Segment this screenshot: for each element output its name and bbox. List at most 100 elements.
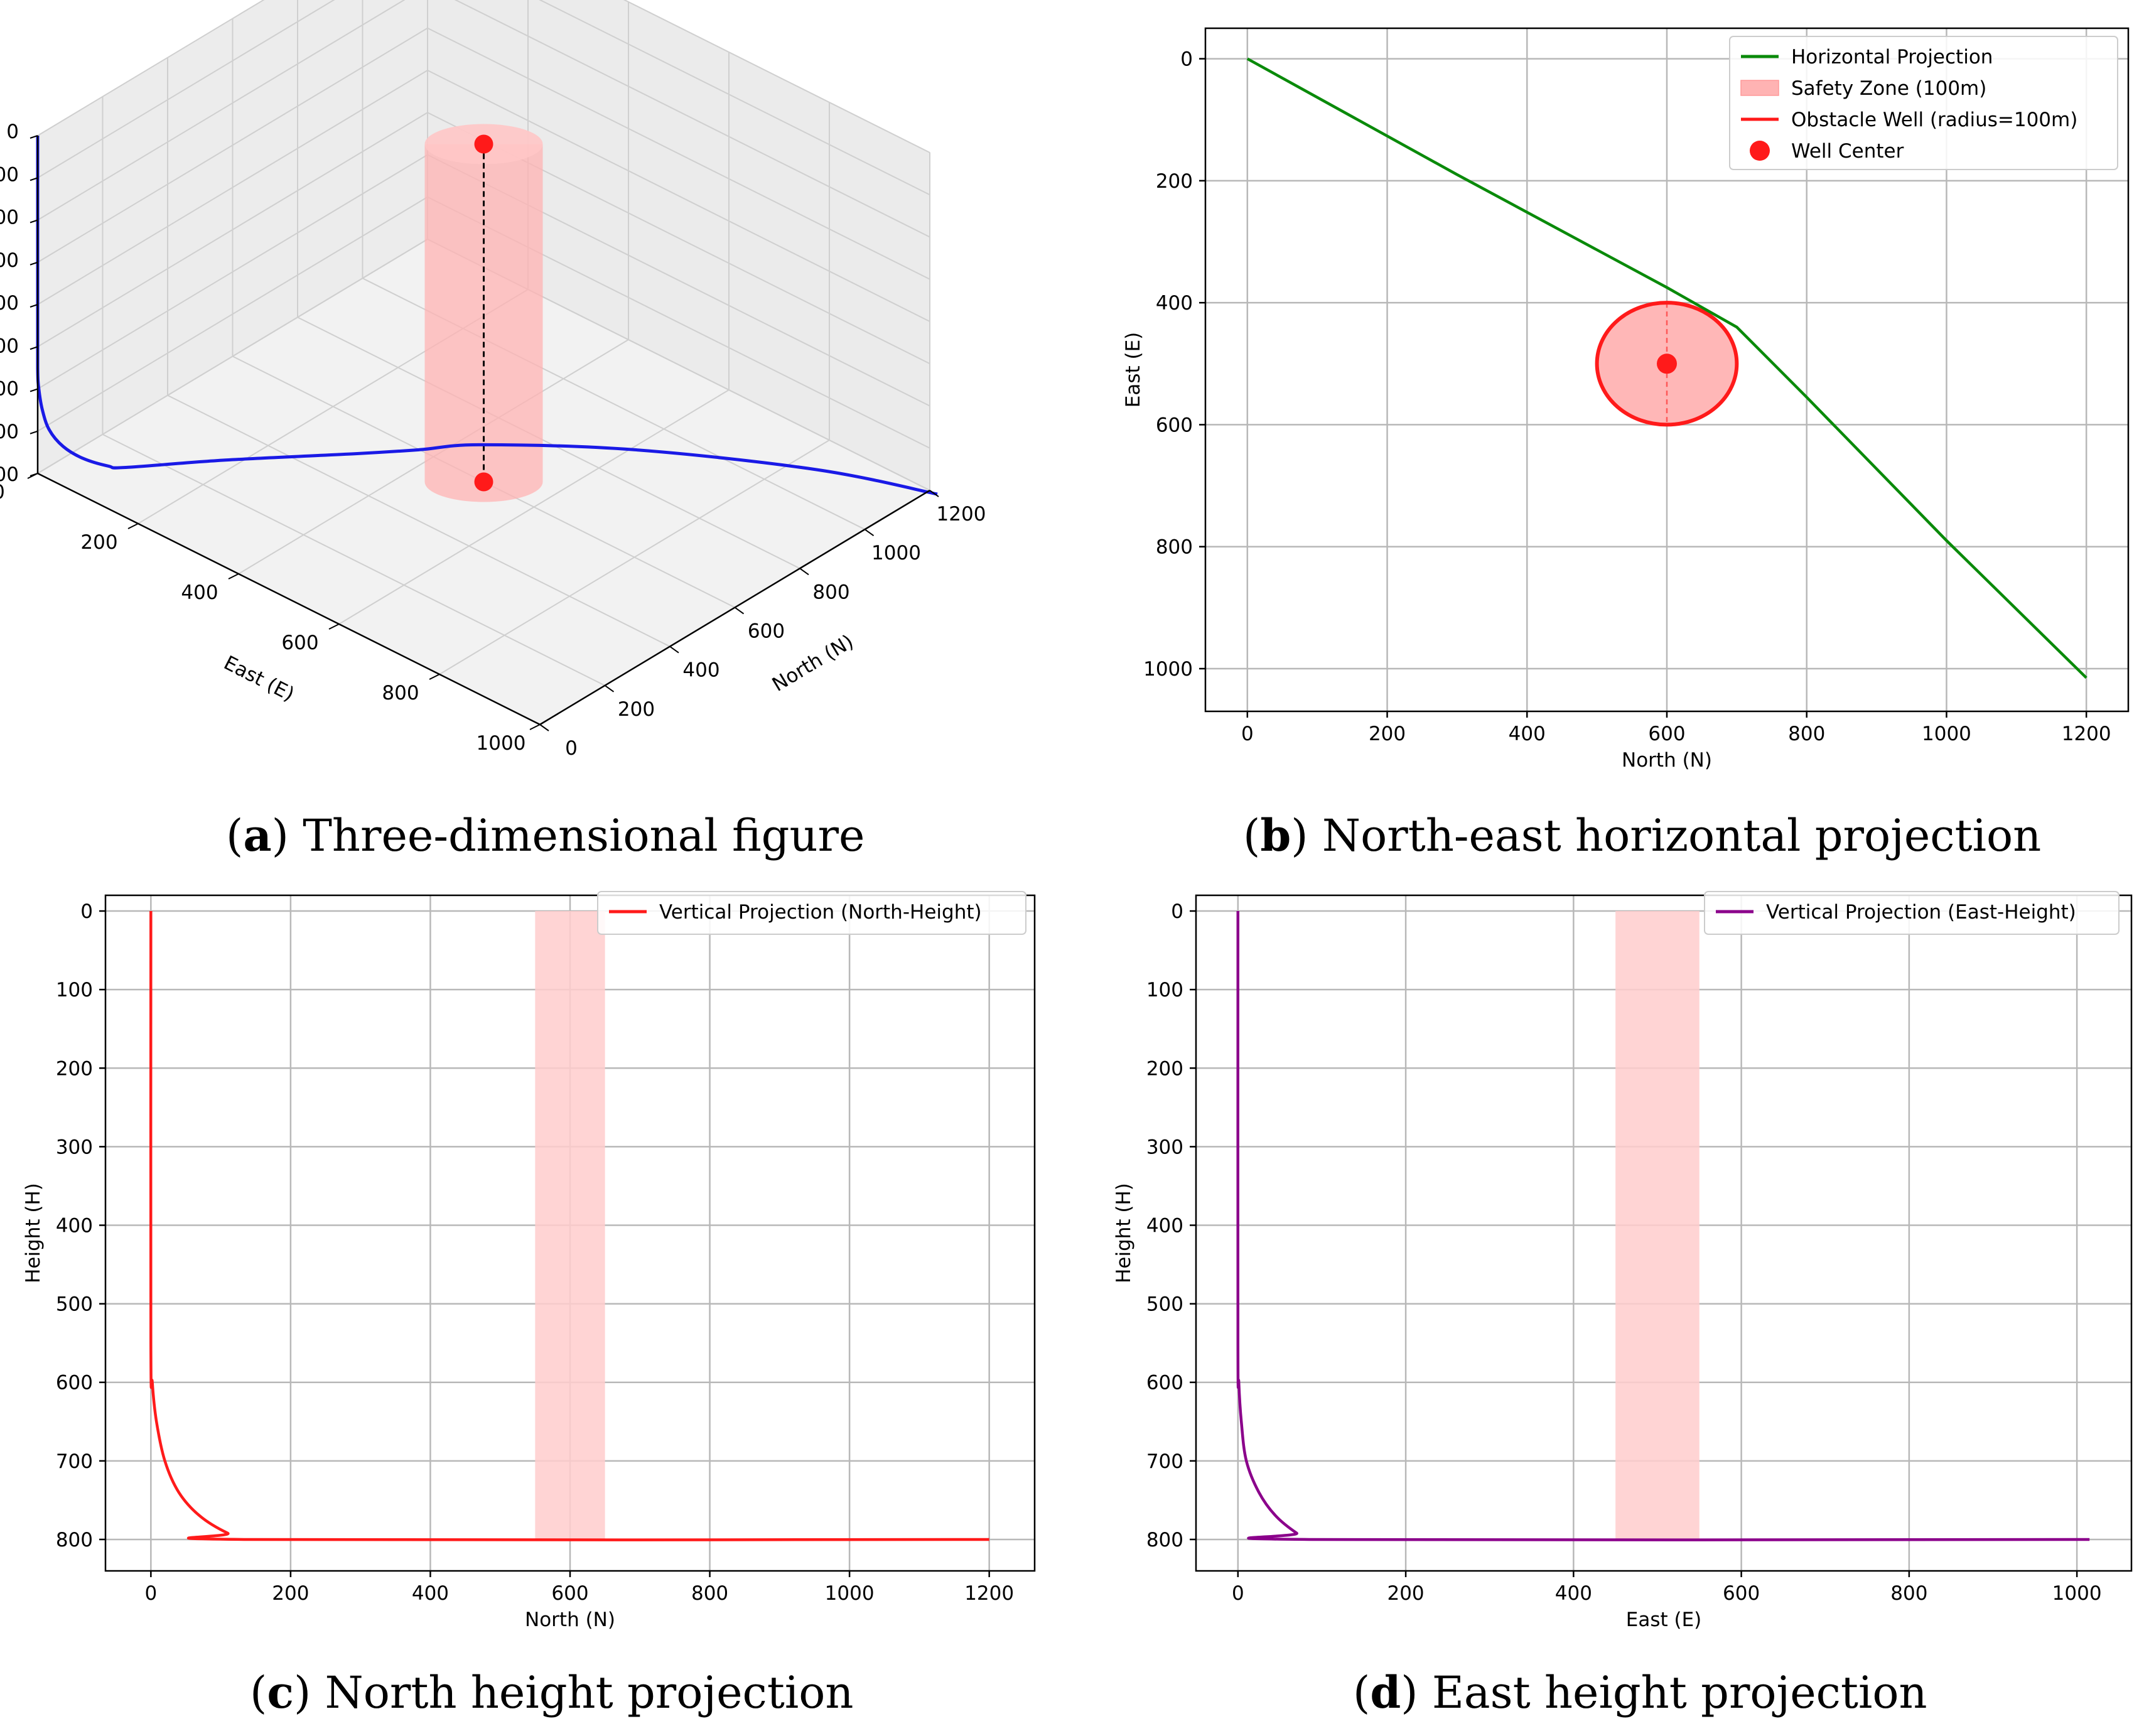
x-tick-label: 600	[551, 1582, 588, 1605]
east-tick-mark	[529, 724, 541, 730]
x-tick-label: 800	[1890, 1582, 1927, 1605]
x-tick-label: 1000	[1922, 723, 1971, 745]
north-tick-label: 600	[748, 620, 785, 643]
y-tick-label: 300	[1146, 1136, 1183, 1158]
y-axis-label: Height (H)	[1112, 1183, 1135, 1283]
y-tick-label: 400	[1156, 292, 1193, 315]
y-axis-label: Height (H)	[22, 1183, 45, 1283]
legend-label: Vertical Projection (East-Height)	[1766, 901, 2076, 924]
plot-frame	[1195, 894, 2133, 1572]
height-tick-mark	[30, 388, 38, 392]
y-tick-label: 800	[1146, 1529, 1183, 1551]
panel-d-east-height-chart: 0 200 400 600 800 1000 0 100 200 300 400 500 600 700 8…	[1112, 891, 2133, 1631]
y-tick-label: 800	[1156, 536, 1193, 559]
legend-box	[1729, 36, 2118, 170]
legend-label: Obstacle Well (radius=100m)	[1791, 109, 2077, 131]
legend-label: Safety Zone (100m)	[1791, 77, 1986, 100]
y-tick-label: 200	[56, 1057, 93, 1080]
east-axis-label: East (E)	[220, 652, 298, 706]
wall-grid-line	[427, 70, 930, 322]
wall-grid-line	[37, 196, 428, 432]
y-tick-label: 400	[1146, 1214, 1183, 1237]
wall-grid-line	[37, 239, 428, 474]
obstacle-cylinder-body	[424, 144, 543, 502]
north-tick-label: 1200	[937, 503, 986, 526]
series-line	[149, 910, 989, 1541]
x-tick-label: 0	[1241, 723, 1254, 745]
y-tick-label: 200	[1156, 170, 1193, 193]
east-tick-mark	[127, 523, 139, 529]
height-tick-label: 0	[6, 121, 19, 143]
x-tick-label: 0	[1232, 1582, 1244, 1605]
y-tick-label: 100	[56, 979, 93, 1001]
north-tick-mark	[929, 490, 939, 497]
y-tick-label: 500	[1146, 1293, 1183, 1316]
caption-b: (b) North-east horizontal projection	[1243, 809, 2041, 861]
y-tick-label: 0	[80, 900, 93, 923]
y-tick-label: 0	[1171, 900, 1183, 923]
wall-grid-line	[37, 70, 428, 305]
north-tick-mark	[864, 529, 875, 537]
height-tick-mark	[30, 261, 38, 266]
height-tick-mark	[30, 177, 38, 181]
legend-dot-swatch	[1750, 141, 1770, 161]
panel-b-horizontal-projection-chart: 0 200 400 600 800 1000 1200 0 200 400 600 800 1000 No…	[1122, 27, 2130, 772]
x-tick-label: 400	[412, 1582, 449, 1605]
wall-grid-line	[539, 0, 930, 196]
east-tick-label: 800	[382, 682, 419, 704]
height-tick-label: 100	[0, 163, 19, 186]
x-tick-label: 600	[1648, 723, 1685, 745]
height-tick-label: 200	[0, 207, 19, 229]
x-tick-label: 400	[1555, 1582, 1592, 1605]
caption-c: (c) North height projection	[250, 1666, 853, 1718]
height-tick-label: 300	[0, 249, 19, 272]
north-tick-label: 0	[565, 737, 578, 760]
wall-grid-line	[37, 112, 428, 348]
east-tick-mark	[328, 623, 340, 630]
x-tick-label: 600	[1723, 1582, 1760, 1605]
height-tick-mark	[30, 135, 38, 139]
floor-grid-line	[297, 316, 800, 569]
x-tick-label: 200	[1369, 723, 1406, 745]
safety-zone-band	[535, 911, 605, 1539]
east-tick-label: 1000	[477, 732, 526, 755]
height-tick-label: 700	[0, 421, 19, 443]
x-tick-label: 200	[272, 1582, 309, 1605]
caption-a-text: Three-dimensional figure	[289, 810, 865, 861]
y-tick-label: 200	[1146, 1057, 1183, 1080]
north-tick-mark	[539, 724, 549, 731]
y-tick-label: 1000	[1143, 658, 1193, 681]
east-tick-label: 600	[281, 632, 318, 654]
x-tick-label: 1200	[964, 1582, 1014, 1605]
east-tick-label: 0	[0, 481, 5, 504]
height-tick-mark	[30, 304, 38, 308]
caption-d-text: East height projection	[1418, 1667, 1927, 1718]
wall-grid-line	[623, 0, 930, 153]
legend-label: Well Center	[1791, 140, 1904, 163]
height-tick-label: 400	[0, 292, 19, 315]
wall-grid-line	[454, 0, 930, 238]
east-axis-line	[37, 472, 541, 726]
panel-c-north-height-chart: 0 200 400 600 800 1000 1200 0 100 200 300 400 500 600…	[22, 891, 1036, 1631]
wall-grid-line	[37, 0, 265, 136]
caption-b-text: North-east horizontal projection	[1308, 810, 2042, 861]
floor-grid-line	[439, 439, 830, 675]
y-tick-label: 500	[56, 1293, 93, 1316]
y-tick-label: 600	[1156, 414, 1193, 436]
height-tick-mark	[30, 219, 38, 224]
wall-grid-line	[37, 27, 428, 263]
x-tick-label: 1000	[2052, 1582, 2102, 1605]
x-tick-label: 1000	[825, 1582, 875, 1605]
series-line	[1246, 57, 2087, 679]
east-tick-label: 200	[80, 531, 117, 554]
wall-grid-line	[37, 0, 406, 221]
caption-a-letter: a	[243, 809, 271, 861]
height-tick-label: 800	[0, 463, 19, 486]
y-tick-label: 700	[1146, 1450, 1183, 1473]
north-tick-label: 400	[682, 659, 719, 682]
wall-grid-line	[37, 154, 428, 390]
x-tick-label: 400	[1509, 723, 1546, 745]
x-axis-label: East (E)	[1626, 1609, 1702, 1631]
height-tick-mark	[30, 430, 38, 434]
